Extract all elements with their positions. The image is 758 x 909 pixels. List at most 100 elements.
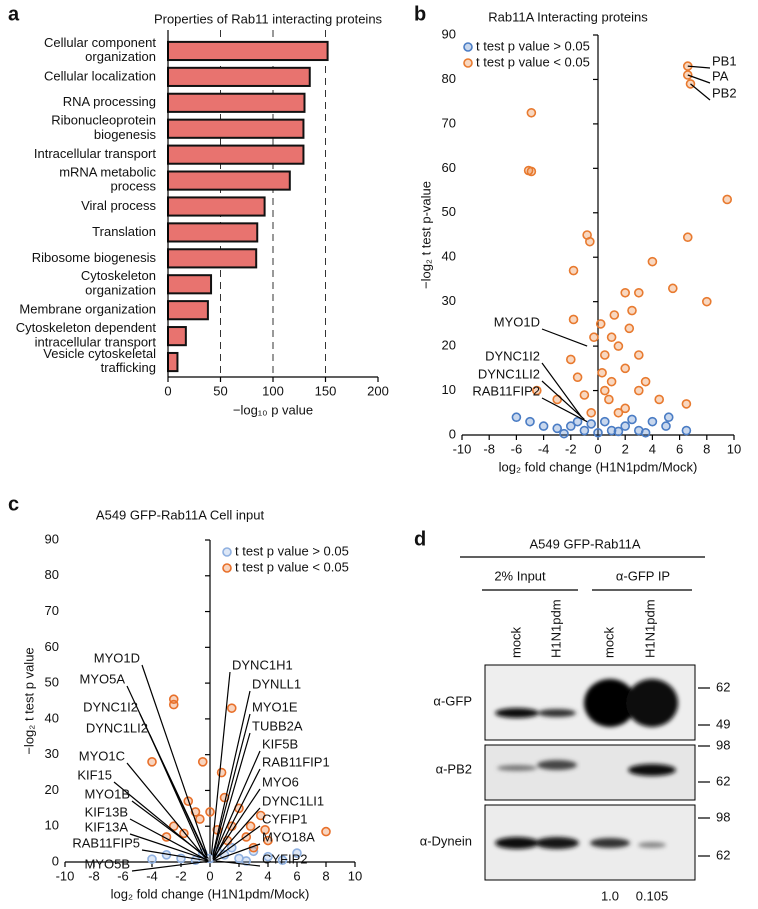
leader-line (214, 843, 261, 862)
annotation: KIF13B (85, 804, 128, 819)
x-tick-label: -4 (538, 441, 550, 456)
x-tick-label: -10 (56, 868, 75, 883)
point (606, 332, 617, 343)
annotation: PB1 (712, 53, 737, 68)
bar (167, 300, 209, 321)
y-tick-label: 30 (442, 293, 456, 308)
category-label: Translation (92, 224, 156, 239)
category-label: mRNA metabolic process (59, 165, 156, 194)
point (585, 236, 595, 247)
annotation: CYFIP2 (262, 851, 308, 866)
category-label: Cytoskeleton dependent intracellular tran… (16, 320, 157, 349)
leader-line (141, 849, 209, 862)
point (568, 314, 579, 325)
leader-line (210, 671, 231, 855)
y-tick-label: 90 (45, 531, 59, 546)
x-tick-label: -6 (117, 868, 129, 883)
y-tick-label: 40 (442, 249, 456, 264)
legend-marker (222, 563, 232, 573)
point (147, 757, 157, 767)
leader-line (129, 818, 208, 861)
lane-label: mock (601, 626, 616, 658)
point (586, 407, 597, 418)
category-label: Ribosome biogenesis (32, 250, 157, 265)
point (599, 350, 610, 360)
point (255, 810, 266, 821)
annotation: MYO5A (79, 671, 125, 686)
point (627, 305, 637, 316)
point (620, 421, 631, 431)
point (633, 350, 644, 360)
leader-line (212, 713, 251, 857)
x-tick-label: 0 (164, 383, 171, 398)
quantification: 1.0 (601, 888, 619, 903)
leader-line (212, 690, 251, 855)
text-line: Cytoskeleton (81, 269, 156, 284)
x-tick-label: 10 (348, 868, 362, 883)
point (654, 394, 665, 405)
bar (167, 351, 179, 373)
y-tick-label: 50 (45, 675, 59, 690)
legend-marker (222, 547, 232, 557)
point (226, 703, 237, 713)
point (579, 390, 590, 400)
leader-line (131, 860, 209, 872)
bar (167, 248, 258, 269)
band (495, 708, 539, 718)
marker-label: 49 (716, 716, 730, 731)
y-axis-label: −log₂ t test p value (21, 647, 36, 754)
row-label: α-GFP (433, 693, 472, 708)
lane-label: mock (508, 626, 523, 658)
category-label: Viral process (81, 198, 156, 213)
legend-label: t test p value < 0.05 (235, 559, 349, 574)
annotation: RAB11FIP5 (72, 835, 140, 850)
leader-line (212, 825, 261, 861)
leader-line (541, 362, 583, 418)
point (613, 341, 624, 351)
annotation: MYO1C (79, 748, 125, 763)
marker-label: 98 (716, 737, 730, 752)
point (168, 821, 179, 832)
band (497, 765, 537, 771)
leader-line (541, 328, 588, 347)
annotation: KIF5B (262, 736, 298, 751)
point (263, 851, 273, 862)
group-label: 2% Input (494, 568, 546, 583)
point (568, 265, 579, 276)
marker-label: 62 (716, 847, 730, 862)
legend-label: t test p value > 0.05 (235, 543, 349, 558)
band (535, 837, 579, 849)
panel-label: a (8, 3, 20, 25)
x-tick-label: -8 (483, 441, 495, 456)
text-line: organization (85, 50, 156, 65)
annotation: MYO18A (262, 829, 315, 844)
leader-line (131, 800, 209, 859)
annotation: DYNC1I2 (485, 348, 540, 363)
point (565, 421, 576, 431)
point (701, 296, 712, 307)
point (260, 824, 270, 835)
point (609, 310, 620, 320)
bar (167, 144, 305, 165)
annotation: KIF15 (77, 767, 112, 782)
point (531, 385, 542, 396)
point (661, 421, 671, 431)
point (593, 427, 603, 438)
x-axis-label: log₂ fold change (H1N1pdm/Mock) (499, 459, 698, 474)
y-tick-label: 0 (52, 853, 59, 868)
x-tick-label: 6 (676, 441, 683, 456)
point (681, 425, 692, 436)
band (628, 764, 676, 776)
annotation: PB2 (712, 85, 737, 100)
point (195, 814, 205, 824)
panel-label: c (8, 493, 19, 515)
y-tick-label: 20 (45, 782, 59, 797)
leader-line (687, 74, 711, 84)
y-tick-label: 80 (442, 71, 456, 86)
leader-line (213, 732, 251, 857)
lane-label: H1N1pdm (642, 599, 657, 658)
point (633, 385, 644, 396)
legend-marker (463, 58, 473, 68)
annotation: PA (712, 68, 729, 83)
bar (167, 196, 266, 217)
